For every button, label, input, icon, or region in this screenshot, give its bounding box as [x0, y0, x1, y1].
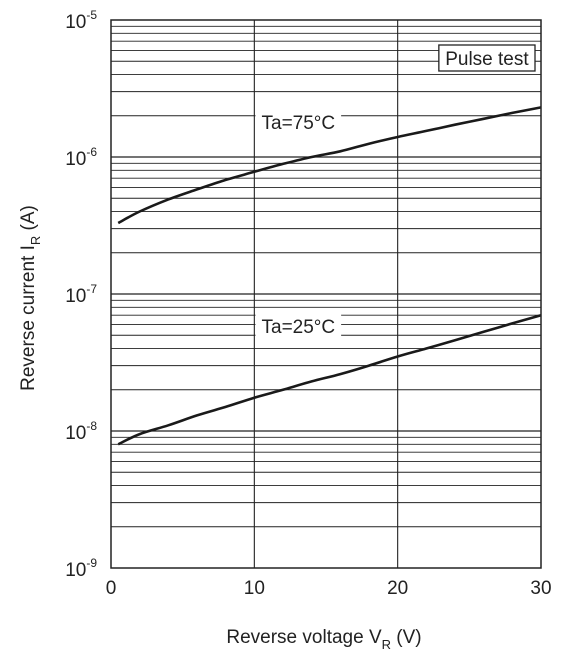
y-tick-label: 10-9: [65, 556, 97, 581]
x-tick-label: 20: [387, 578, 408, 599]
y-axis-label-sub: R: [28, 236, 43, 245]
series-layer: [117, 106, 542, 446]
y-tick-label: 10-6: [65, 145, 97, 170]
y-tick-label: 10-7: [65, 282, 97, 307]
series-label-bg: [255, 109, 342, 136]
pulse-test-label: Pulse test: [445, 49, 529, 70]
minor-gridlines: [111, 25, 541, 528]
y-axis-label-main: Reverse current I: [18, 245, 39, 391]
x-axis-label-unit: (V): [391, 627, 422, 648]
series-line-0: [117, 106, 542, 225]
x-axis-label-main: Reverse voltage V: [226, 627, 382, 648]
x-axis-label: Reverse voltage VR (V): [226, 627, 421, 652]
x-axis-label-sub: R: [382, 637, 391, 652]
y-tick-labels: 10-9 10-8 10-7 10-6 10-5: [65, 8, 97, 581]
major-gridlines: [111, 20, 541, 568]
x-tick-label: 0: [106, 578, 117, 599]
y-axis-label: Reverse current IR (A): [18, 205, 43, 391]
series-label-bg: [255, 312, 342, 339]
pulse-test-box: [438, 44, 536, 72]
series-line-1: [117, 313, 542, 446]
x-tick-label: 10: [244, 578, 265, 599]
plot-frame: [110, 19, 542, 569]
x-tick-labels: 0 10 20 30: [106, 578, 552, 599]
y-tick-label: 10-5: [65, 8, 97, 33]
y-tick-label: 10-8: [65, 419, 97, 444]
series-label-0: Ta=75°C: [262, 113, 336, 134]
annotation-layer: Ta=75°C Ta=25°C Pulse test: [255, 44, 536, 339]
y-axis-label-unit: (A): [18, 205, 39, 236]
x-tick-label: 30: [530, 578, 551, 599]
series-label-1: Ta=25°C: [262, 317, 336, 338]
